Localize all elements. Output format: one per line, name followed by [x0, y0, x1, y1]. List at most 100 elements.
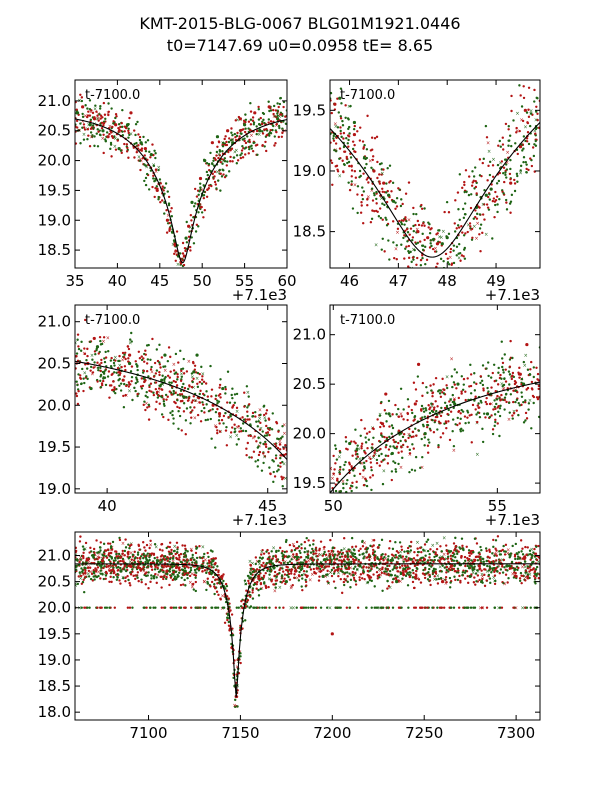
data-point	[370, 446, 373, 449]
data-point-x: ×	[293, 556, 297, 562]
data-point	[327, 550, 330, 553]
data-point	[143, 360, 146, 363]
data-point	[257, 108, 260, 111]
data-point	[125, 143, 129, 146]
data-point	[103, 360, 107, 364]
time-offset-annotation: t-7100.0	[340, 313, 395, 328]
data-point	[107, 102, 110, 105]
data-point	[381, 218, 384, 221]
data-point-x: ×	[236, 683, 240, 689]
data-point	[426, 270, 428, 272]
data-point	[462, 248, 466, 251]
data-point	[286, 561, 290, 565]
data-point	[455, 550, 458, 553]
data-point	[443, 210, 446, 214]
data-point	[112, 361, 116, 365]
data-point	[144, 574, 148, 578]
data-point	[504, 171, 507, 174]
data-point-x: ×	[323, 574, 327, 580]
data-point	[227, 140, 231, 144]
data-point	[263, 121, 266, 125]
data-point	[456, 561, 459, 564]
data-point	[136, 576, 139, 579]
data-point	[153, 556, 156, 560]
data-point	[296, 546, 299, 550]
data-point	[362, 566, 365, 569]
data-point	[462, 216, 466, 220]
data-point	[207, 162, 211, 166]
data-point	[83, 606, 86, 609]
data-point	[168, 569, 171, 573]
data-point	[463, 555, 467, 559]
data-point	[410, 408, 413, 412]
data-point	[435, 409, 438, 413]
data-point	[496, 422, 499, 425]
data-point	[466, 557, 469, 560]
data-point	[409, 270, 411, 272]
data-point	[407, 181, 411, 184]
data-point	[247, 152, 250, 155]
data-point	[446, 386, 449, 390]
data-point	[90, 572, 94, 576]
data-point	[201, 401, 204, 404]
data-point	[447, 408, 450, 412]
data-point	[99, 577, 102, 580]
data-point	[456, 191, 460, 194]
data-point	[394, 553, 397, 557]
data-point	[385, 218, 388, 221]
data-point	[226, 370, 230, 373]
data-point	[218, 168, 222, 172]
data-point	[359, 211, 363, 214]
data-point-x: ×	[128, 559, 132, 565]
data-point	[350, 180, 353, 183]
data-point	[421, 456, 424, 459]
data-point	[142, 556, 145, 560]
data-point	[154, 408, 157, 411]
data-point	[198, 203, 202, 206]
data-point-x: ×	[235, 425, 239, 431]
data-point	[456, 416, 459, 420]
data-point	[127, 385, 131, 388]
data-point	[262, 461, 265, 465]
data-point	[97, 368, 100, 372]
data-point	[376, 176, 379, 180]
data-point	[258, 428, 262, 431]
data-point	[464, 232, 467, 235]
data-point	[193, 187, 197, 191]
data-point	[185, 241, 189, 244]
data-point	[475, 217, 479, 220]
data-point	[375, 190, 378, 194]
data-point-x: ×	[278, 585, 282, 591]
data-point	[282, 570, 285, 573]
data-point	[530, 164, 534, 168]
data-point	[271, 562, 275, 565]
data-point	[451, 400, 455, 404]
data-point-x: ×	[259, 426, 263, 432]
data-point	[417, 281, 419, 283]
data-point	[444, 420, 448, 423]
data-point	[247, 582, 251, 585]
data-point	[274, 445, 278, 448]
data-point	[339, 115, 342, 118]
data-point	[347, 145, 350, 148]
data-point	[157, 570, 161, 574]
data-point	[284, 444, 287, 447]
data-point	[147, 587, 150, 590]
series-1-point-5	[129, 111, 133, 115]
data-point	[276, 112, 279, 115]
data-point-x: ×	[481, 202, 485, 208]
data-point	[281, 127, 284, 130]
data-point	[113, 556, 117, 560]
data-point	[133, 129, 136, 132]
data-point	[154, 168, 158, 171]
data-point	[377, 454, 381, 458]
data-point	[104, 383, 108, 387]
data-point	[273, 566, 276, 569]
data-point	[75, 564, 78, 567]
data-point	[419, 466, 422, 470]
data-point	[262, 112, 266, 116]
data-point	[155, 390, 159, 394]
data-point-x: ×	[437, 410, 441, 416]
data-point-x: ×	[322, 547, 326, 553]
data-point	[82, 123, 86, 126]
